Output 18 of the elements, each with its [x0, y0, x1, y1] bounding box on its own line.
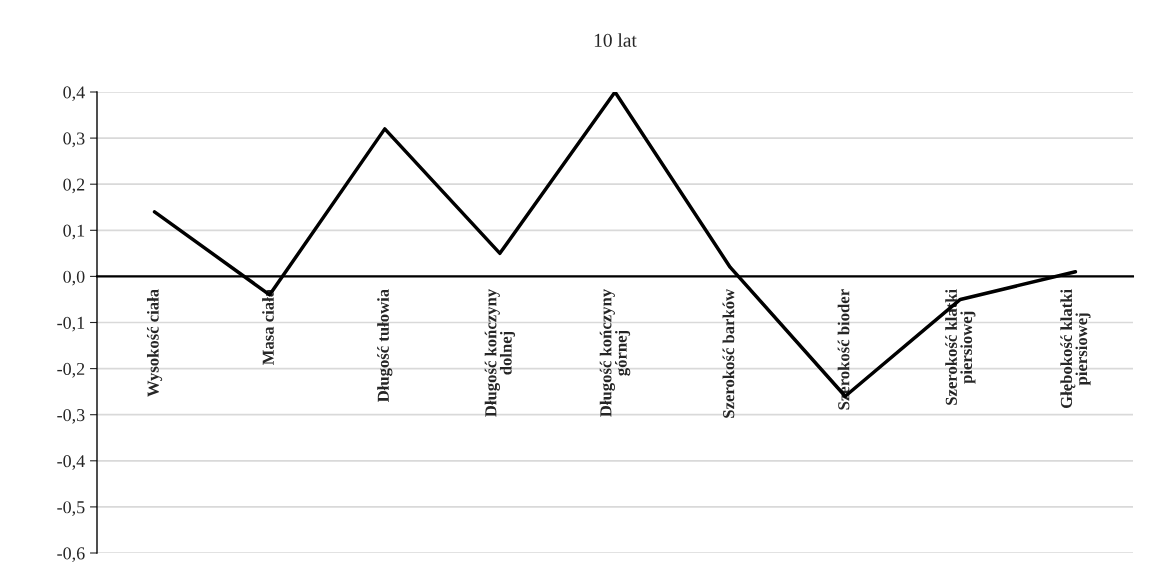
x-tick-label: Długość kończyny górnej: [599, 289, 631, 417]
y-tick-label: -0,6: [57, 547, 85, 563]
y-tick-label: 0,0: [63, 270, 85, 286]
x-tick-label: Wysokość ciała: [146, 289, 163, 397]
y-tick-label: 0,2: [63, 178, 85, 194]
y-tick-label: -0,5: [57, 501, 85, 516]
y-tick-label: -0,1: [57, 316, 85, 332]
y-tick-label: -0,3: [57, 408, 85, 424]
y-tick-label: -0,4: [57, 455, 85, 470]
x-tick-label: Głębokość klatki piersiowej: [1060, 289, 1091, 409]
x-tick-label: Szerokość barków: [722, 288, 735, 418]
y-tick-label: 0,3: [63, 132, 85, 148]
chart-title: 10 lat: [594, 33, 637, 47]
y-tick-label: 0,1: [63, 224, 85, 240]
x-tick-label: Długość kończyny dolnej: [484, 289, 516, 417]
y-tick-label: 0,4: [63, 86, 85, 102]
y-tick-label: -0,2: [57, 362, 85, 378]
x-tick-label: Długość tułowia: [377, 289, 393, 403]
